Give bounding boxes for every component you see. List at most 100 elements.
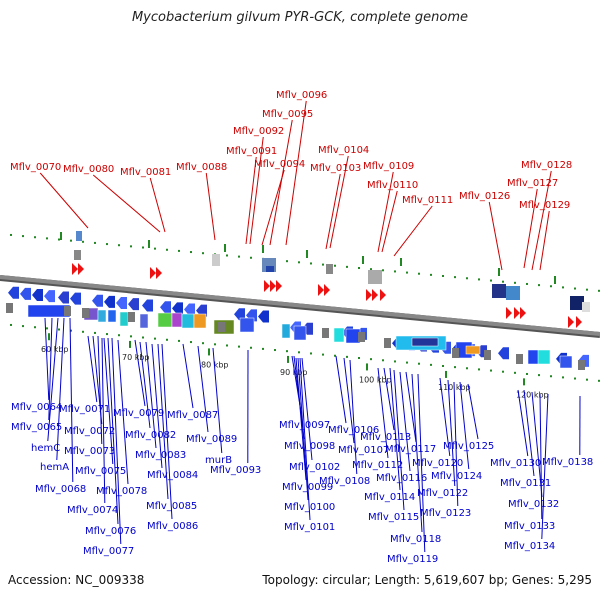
bottom-gene-label: Mflv_0133 <box>504 521 555 532</box>
top-gene-label: Mflv_0110 <box>367 180 418 191</box>
lower-scale-dot <box>310 352 312 355</box>
scale-label: 100 kbp <box>359 375 392 384</box>
gene-box-grey <box>322 328 329 338</box>
top-gene-label: Mflv_0127 <box>507 178 558 189</box>
upper-scale-dot <box>22 235 24 238</box>
gene-block <box>139 313 149 329</box>
bottom-gene-label: Mflv_0124 <box>431 471 482 482</box>
top-gene-leader-line <box>393 205 433 257</box>
upper-scale-dot <box>178 249 180 252</box>
upper-scale-dot <box>154 247 156 250</box>
bottom-gene-label: Mflv_0077 <box>83 546 134 557</box>
gene-block <box>157 312 173 328</box>
lower-scale-dot <box>142 336 144 339</box>
bottom-gene-label: Mflv_0102 <box>289 462 340 473</box>
bottom-gene-label: Mflv_0131 <box>500 478 551 489</box>
bottom-gene-leader-line <box>517 389 529 457</box>
lower-scale-dot <box>322 353 324 356</box>
forward-gene-box <box>570 296 584 310</box>
gene-box-grey <box>64 306 71 316</box>
upper-scale-dot <box>10 233 12 236</box>
bottom-gene-label: Mflv_0098 <box>284 441 335 452</box>
lower-scale-dot <box>358 357 360 360</box>
bottom-gene-leader-line <box>145 341 157 449</box>
upper-scale-dot <box>166 248 168 251</box>
bottom-gene-leader-line <box>161 343 173 520</box>
gene-box-grey <box>6 303 13 313</box>
gene-block <box>97 309 107 323</box>
bottom-gene-leader-line <box>117 339 129 485</box>
bottom-gene-label: Mflv_0084 <box>147 470 198 481</box>
lower-scale-dot <box>202 342 204 345</box>
backbone-layer <box>0 275 600 338</box>
top-gene-leader-line <box>377 171 394 253</box>
top-gene-label: Mflv_0091 <box>226 146 277 157</box>
upper-scale-dot <box>202 252 204 255</box>
bottom-gene-leader-line <box>541 393 549 540</box>
lower-scale-dot <box>250 346 252 349</box>
gene-block <box>465 345 481 355</box>
gene-block <box>333 327 345 343</box>
bottom-gene-leader-line <box>299 357 311 521</box>
bottom-gene-label: Mflv_0116 <box>376 473 427 484</box>
bottom-gene-label: Mflv_0089 <box>186 434 237 445</box>
bottom-gene-leader-line <box>157 343 169 500</box>
bottom-gene-label: Mflv_0118 <box>390 534 441 545</box>
gene-marker-tick <box>498 268 500 276</box>
upper-scale-dot <box>238 255 240 258</box>
upper-scale-dot <box>70 239 72 242</box>
gene-box-grey <box>82 308 89 318</box>
lower-scale-dot <box>22 325 24 328</box>
bottom-gene-label: Mflv_0101 <box>284 522 335 533</box>
top-gene-leader-line <box>531 170 552 271</box>
scale-label: 90 kbp <box>280 368 308 377</box>
map-title: Mycobacterium gilvum PYR-GCK, complete g… <box>131 10 469 25</box>
lower-scale-dot <box>406 361 408 364</box>
upper-scale-dot <box>598 289 600 292</box>
reverse-gene-arrow <box>172 302 183 315</box>
lower-scale-dot <box>238 345 240 348</box>
gene-marker-tick <box>554 276 556 284</box>
lower-scale-dot <box>94 331 96 334</box>
gene-block <box>193 313 207 329</box>
bottom-gene-leader-line <box>44 317 50 401</box>
forward-gene-arrow <box>380 289 386 301</box>
bottom-gene-label: Mflv_0114 <box>364 492 415 503</box>
bottom-gene-leader-line <box>453 381 459 507</box>
upper-scale-dot <box>538 284 540 287</box>
lower-scale-dot <box>382 359 384 362</box>
bottom-gene-label: Mflv_0106 <box>328 425 379 436</box>
upper-scale-dot <box>442 274 444 277</box>
bottom-gene-label: hemC <box>31 443 60 454</box>
gene-block <box>27 304 71 318</box>
forward-gene-arrow <box>276 280 282 292</box>
gene-block <box>293 325 307 341</box>
bottom-gene-label: Mflv_0079 <box>113 408 164 419</box>
gene-box-grey <box>578 360 585 370</box>
lower-scale-dot <box>442 364 444 367</box>
upper-scale-dot <box>130 245 132 248</box>
gene-block <box>537 349 551 365</box>
bottom-gene-label: Mflv_0120 <box>412 458 463 469</box>
gene-marker-tick <box>306 250 308 258</box>
lower-scale-dot <box>598 379 600 382</box>
lower-scale-dot <box>70 329 72 332</box>
upper-scale-dot <box>118 244 120 247</box>
bottom-gene-label: Mflv_0064 <box>11 402 62 413</box>
lower-scale-dot <box>490 369 492 372</box>
gene-marker-tick <box>224 244 226 252</box>
bottom-gene-leader-line <box>349 359 358 475</box>
upper-scale-dot <box>94 241 96 244</box>
bottom-gene-label: Mflv_0134 <box>504 541 555 552</box>
reverse-gene-arrow <box>104 295 115 308</box>
lower-scale-dot <box>526 372 528 375</box>
bottom-gene-label: Mflv_0072 <box>64 426 115 437</box>
upper-scale-dot <box>346 265 348 268</box>
lower-scale-dot <box>166 338 168 341</box>
accession-text: Accession: NC_009338 <box>8 573 145 587</box>
upper-scale-dot <box>358 267 360 270</box>
upper-scale-dot <box>382 269 384 272</box>
lower-scale-dot <box>394 360 396 363</box>
top-gene-label: Mflv_0080 <box>63 164 114 175</box>
lower-scale-dot <box>130 335 132 338</box>
